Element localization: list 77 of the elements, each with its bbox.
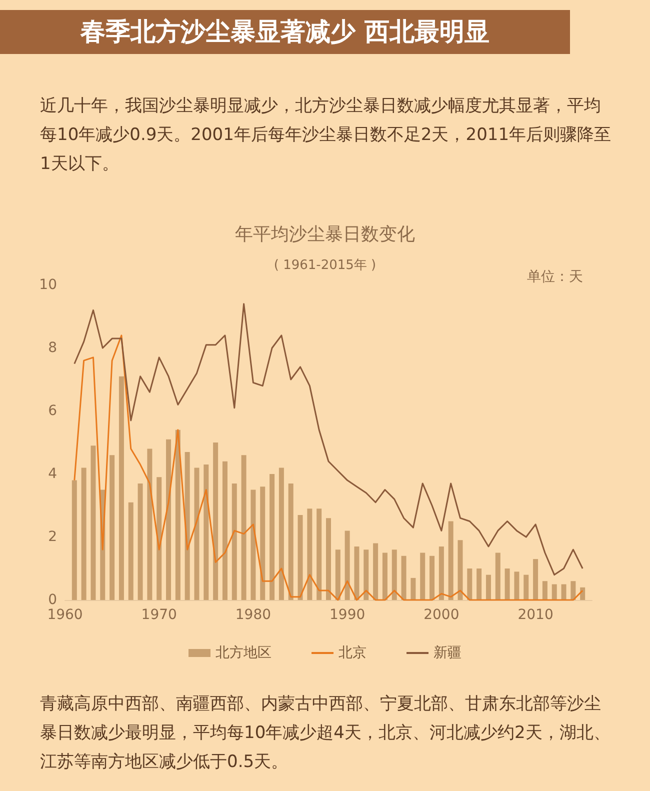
bar (110, 455, 115, 600)
x-tick-label: 1960 (47, 607, 83, 623)
y-tick-label: 6 (48, 403, 58, 419)
bar (175, 430, 180, 600)
bar (194, 468, 200, 600)
y-tick-label: 10 (39, 277, 57, 293)
bar (354, 546, 360, 600)
bar (495, 552, 500, 600)
y-tick-label: 4 (48, 466, 58, 482)
bar (326, 518, 331, 600)
bar (524, 574, 529, 600)
bar (232, 483, 237, 600)
bar (138, 483, 143, 600)
bar (401, 556, 406, 600)
bar (166, 439, 172, 600)
legend-label: 北京 (338, 645, 366, 661)
bar (580, 587, 586, 600)
x-tick-label: 2000 (424, 607, 460, 623)
bar (364, 550, 369, 600)
bar (184, 452, 190, 600)
y-axis-title: 单位：天 (527, 269, 583, 285)
bar (81, 468, 86, 600)
bar (504, 568, 510, 600)
x-tick-label: 2010 (518, 607, 554, 623)
bar (467, 568, 472, 600)
bar (278, 468, 284, 600)
line-series (74, 334, 584, 601)
bar (514, 572, 520, 600)
bar (118, 376, 124, 600)
bar (298, 514, 303, 600)
bar (316, 508, 322, 600)
bar (438, 546, 444, 600)
bar (72, 480, 77, 600)
bar (288, 483, 294, 600)
x-tick-label: 1980 (235, 607, 272, 623)
bar (373, 543, 378, 600)
bar (204, 464, 209, 600)
bar (250, 490, 256, 600)
bar (410, 578, 416, 600)
bar (561, 584, 566, 600)
bar (458, 540, 463, 600)
bar (533, 559, 538, 600)
bar (307, 508, 312, 600)
line-series (74, 303, 584, 576)
bar (542, 581, 548, 600)
bar (128, 502, 134, 600)
bar (486, 574, 491, 600)
x-tick-label: 1990 (330, 607, 366, 623)
bar (448, 521, 454, 600)
bar (260, 486, 266, 600)
bar (156, 477, 162, 600)
x-tick-label: 1970 (141, 607, 177, 623)
bar (430, 556, 435, 600)
legend-label: 北方地区 (216, 645, 272, 661)
bar (476, 568, 482, 600)
y-tick-label: 8 (48, 340, 57, 356)
bar (420, 552, 426, 600)
text: ( 1961-2015年 ) (274, 258, 376, 273)
bar (90, 446, 96, 600)
bar (270, 474, 275, 600)
y-tick-label: 0 (48, 592, 57, 608)
text: 年平均沙尘暴日数变化 (234, 223, 416, 246)
legend-label: 新疆 (434, 645, 462, 661)
bar (392, 550, 397, 600)
bar (241, 455, 246, 600)
bar (147, 448, 152, 600)
bar (222, 461, 228, 600)
chart-subtitle: 近几十年，我国沙尘暴明显减少，北方沙尘暴日数减少幅度尤其显著，平均每10年减少0.9天。2001年后每年沙尘暴日数不足2天，2011年后则骤降至1天以下。 (40, 95, 612, 176)
bar (570, 581, 576, 600)
text: 青藏高原中西部、南疆西部、内蒙古中西部、宁夏北部、甘肃东北部等沙尘暴日数减少最明显，平均每10年减少超4天，北京、河北减少约2天，湖北、江苏等南方地区减少低于0.5天。 (40, 693, 612, 774)
bar (344, 530, 350, 600)
bar (552, 584, 557, 600)
y-tick-label: 2 (48, 529, 57, 545)
bar (213, 442, 218, 600)
bar (382, 552, 388, 600)
chart-title: 春季北方沙尘暴显著减少 西北最明显 (0, 10, 570, 54)
bar (335, 550, 340, 600)
